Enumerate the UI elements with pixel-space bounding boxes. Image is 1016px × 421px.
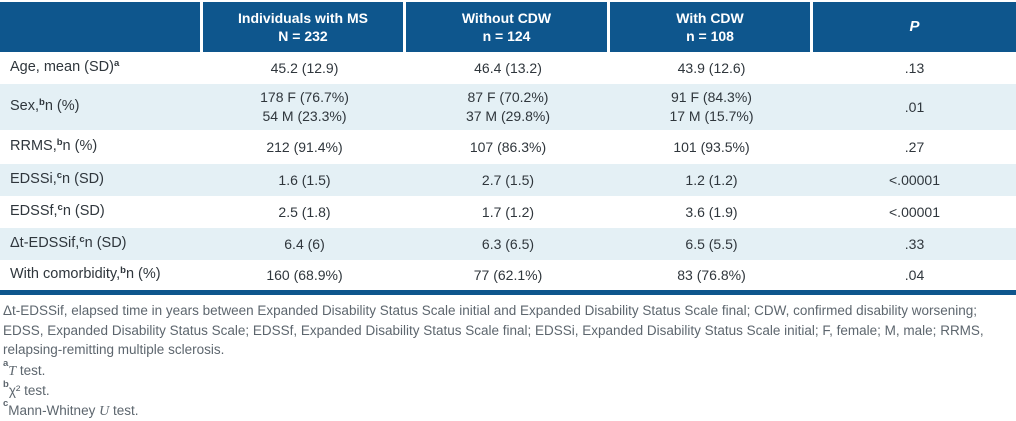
- cell-with-cdw: 3.6 (1.9): [610, 196, 813, 228]
- cell-p-value: .01: [813, 84, 1016, 130]
- row-label: Age, mean (SD)a: [0, 52, 203, 84]
- cell-individuals-ms: 160 (68.9%): [203, 260, 406, 290]
- row-label-text: n (SD): [62, 170, 104, 190]
- comparison-table: Individuals with MS N = 232 Without CDW …: [0, 2, 1016, 295]
- cell-without-cdw: 1.7 (1.2): [406, 196, 610, 228]
- cell-without-cdw: 77 (62.1%): [406, 260, 610, 290]
- cell-individuals-ms: 1.6 (1.5): [203, 164, 406, 196]
- cell-with-cdw: 43.9 (12.6): [610, 52, 813, 84]
- header-line2: N = 232: [278, 27, 327, 45]
- row-label-text: RRMS,: [10, 137, 57, 157]
- header-line2: n = 124: [483, 27, 531, 45]
- header-with-cdw: With CDW n = 108: [610, 2, 813, 52]
- cell-p-value: <.00001: [813, 164, 1016, 196]
- header-line1: Without CDW: [462, 9, 551, 27]
- p-label: P: [909, 17, 919, 37]
- footnote-c-text: test.: [109, 403, 138, 418]
- footnote-b: bχ² test.: [3, 381, 1012, 401]
- abbreviations-note: Δt-EDSSif, elapsed time in years between…: [3, 301, 1012, 360]
- footnote-a: aT test.: [3, 361, 1012, 382]
- cell-individuals-ms: 6.4 (6): [203, 228, 406, 260]
- footnote-c-stat: U: [99, 404, 109, 419]
- cell-with-cdw: 101 (93.5%): [610, 130, 813, 164]
- table-row-edssf: EDSSf,c n (SD) 2.5 (1.8) 1.7 (1.2) 3.6 (…: [0, 196, 1016, 228]
- cell-without-cdw: 46.4 (13.2): [406, 52, 610, 84]
- cell-with-cdw: 83 (76.8%): [610, 260, 813, 290]
- cell-individuals-ms: 45.2 (12.9): [203, 52, 406, 84]
- footnote-a-text: test.: [16, 363, 45, 378]
- cell-with-cdw: 91 F (84.3%) 17 M (15.7%): [610, 84, 813, 130]
- table-row-dt-edssif: Δt-EDSSif,c n (SD) 6.4 (6) 6.3 (6.5) 6.5…: [0, 228, 1016, 260]
- row-label-text: n (SD): [85, 234, 127, 254]
- row-label-text: Sex,: [10, 97, 39, 117]
- cell-p-value: .27: [813, 130, 1016, 164]
- table-row-age: Age, mean (SD)a 45.2 (12.9) 46.4 (13.2) …: [0, 52, 1016, 84]
- cell-without-cdw: 6.3 (6.5): [406, 228, 610, 260]
- footnote-c-marker: c: [3, 398, 8, 409]
- header-line2: n = 108: [686, 27, 734, 45]
- header-p-value: P: [813, 2, 1016, 52]
- footnote-a-stat: T: [8, 364, 16, 379]
- table-row-rrms: RRMS,b n (%) 212 (91.4%) 107 (86.3%) 101…: [0, 130, 1016, 164]
- footnotes: Δt-EDSSif, elapsed time in years between…: [0, 295, 1016, 421]
- row-label-text: With comorbidity,: [10, 265, 120, 285]
- row-label: EDSSf,c n (SD): [0, 196, 203, 228]
- cell-p-value: .04: [813, 260, 1016, 290]
- cell-with-cdw: 1.2 (1.2): [610, 164, 813, 196]
- header-line1: Individuals with MS: [238, 9, 368, 27]
- header-line1: With CDW: [676, 9, 744, 27]
- cell-p-value: .13: [813, 52, 1016, 84]
- header-individuals-with-ms: Individuals with MS N = 232: [203, 2, 406, 52]
- row-label-text: n (%): [126, 265, 161, 285]
- cell-individuals-ms: 212 (91.4%): [203, 130, 406, 164]
- footnote-a-marker: a: [3, 358, 8, 369]
- footnote-b-marker: b: [3, 379, 9, 390]
- cell-individuals-ms: 2.5 (1.8): [203, 196, 406, 228]
- row-label-text: Age, mean (SD): [10, 58, 114, 78]
- row-label: With comorbidity,b n (%): [0, 260, 203, 290]
- row-label-text: n (%): [45, 97, 80, 117]
- table-header-row: Individuals with MS N = 232 Without CDW …: [0, 2, 1016, 52]
- cell-p-value: .33: [813, 228, 1016, 260]
- row-label-text: n (SD): [63, 202, 105, 222]
- footnote-c-text: Mann-Whitney: [8, 403, 99, 418]
- cell-without-cdw: 2.7 (1.5): [406, 164, 610, 196]
- row-label-text: Δt-EDSSif,: [10, 234, 79, 254]
- cell-without-cdw: 87 F (70.2%) 37 M (29.8%): [406, 84, 610, 130]
- table-row-sex: Sex,b n (%) 178 F (76.7%) 54 M (23.3%) 8…: [0, 84, 1016, 130]
- header-without-cdw: Without CDW n = 124: [406, 2, 610, 52]
- row-label-text: EDSSf,: [10, 202, 58, 222]
- table-row-comorbidity: With comorbidity,b n (%) 160 (68.9%) 77 …: [0, 260, 1016, 290]
- cell-with-cdw: 6.5 (5.5): [610, 228, 813, 260]
- row-label-text: n (%): [63, 137, 98, 157]
- row-label: Δt-EDSSif,c n (SD): [0, 228, 203, 260]
- footnote-c: cMann-Whitney U test.: [3, 401, 1012, 421]
- table-row-edssi: EDSSi,c n (SD) 1.6 (1.5) 2.7 (1.5) 1.2 (…: [0, 164, 1016, 196]
- cell-p-value: <.00001: [813, 196, 1016, 228]
- footnote-b-text: χ² test.: [9, 383, 50, 398]
- row-label-text: EDSSi,: [10, 170, 57, 190]
- cell-individuals-ms: 178 F (76.7%) 54 M (23.3%): [203, 84, 406, 130]
- cell-without-cdw: 107 (86.3%): [406, 130, 610, 164]
- row-label: RRMS,b n (%): [0, 130, 203, 164]
- row-label: EDSSi,c n (SD): [0, 164, 203, 196]
- header-empty-cell: [0, 2, 203, 52]
- row-label: Sex,b n (%): [0, 84, 203, 130]
